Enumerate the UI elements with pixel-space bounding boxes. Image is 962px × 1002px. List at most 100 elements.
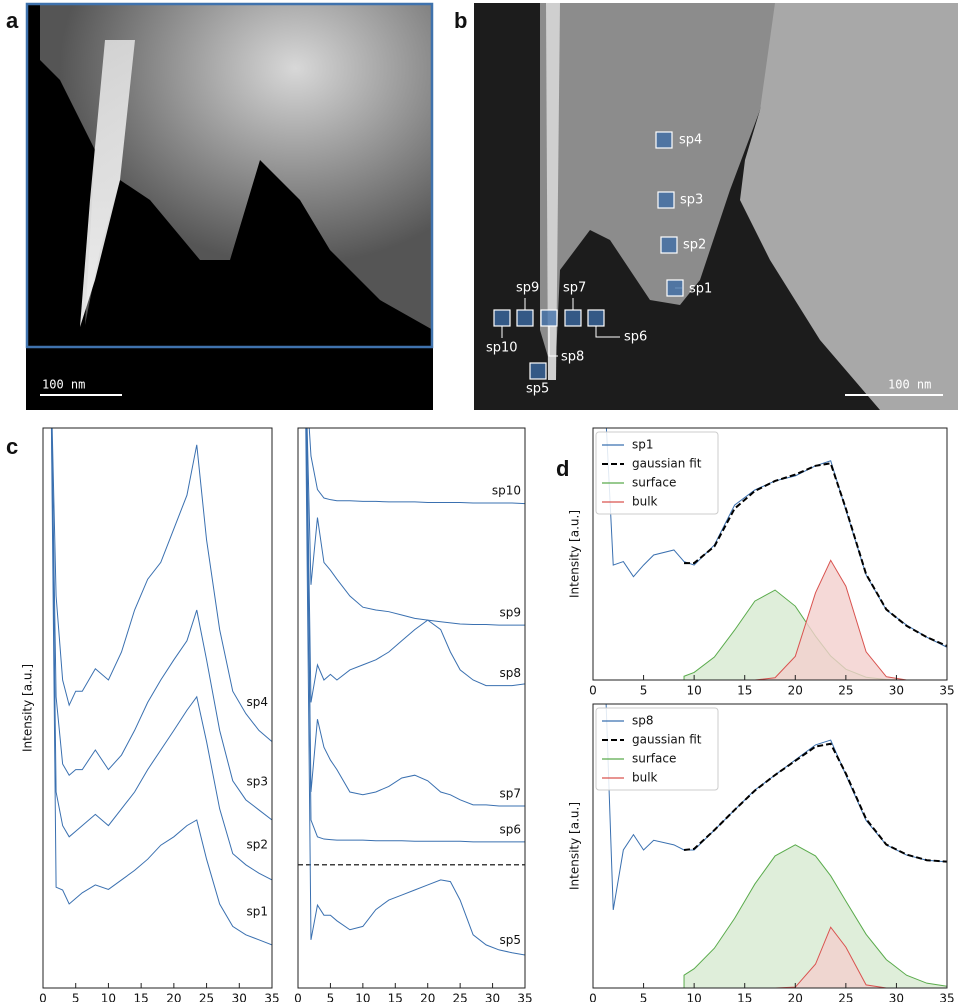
x-tick-label: 15 [388,992,403,1002]
spot-marker [657,191,675,209]
image-b-tip [546,3,560,380]
spot-label: sp7 [563,281,586,296]
plot-frame [592,427,948,681]
x-tick-label: 35 [939,992,954,1002]
legend-label: surface [632,752,676,766]
image-a-particle [40,3,433,330]
spot-label: sp6 [624,330,647,345]
scale-bar-label: 100 nm [888,378,931,392]
series-label: sp6 [499,822,521,836]
image-a-frame [25,2,434,349]
spot-label: sp10 [486,341,518,356]
legend-label: gaussian fit [632,457,702,471]
spot-label: sp8 [561,350,584,365]
panel-label: b [454,8,467,33]
line [51,428,272,821]
panel-label: d [556,456,569,481]
plot-frame [42,427,273,989]
line [306,428,525,703]
image-b-particle [740,3,958,410]
x-tick-label: 30 [232,992,247,1002]
x-tick-label: 20 [420,992,435,1002]
x-tick-label: 20 [166,992,181,1002]
x-tick-label: 0 [589,992,597,1002]
spot-label: sp3 [680,193,703,208]
x-tick-label: 5 [327,992,335,1002]
series-label: sp2 [246,838,268,852]
spot-marker [655,131,673,149]
area [683,844,947,988]
x-tick-label: 0 [294,992,302,1002]
series-label: sp8 [499,666,521,680]
series-label: sp10 [492,484,521,498]
x-tick-label: 20 [788,684,803,698]
legend-label: surface [632,476,676,490]
spot-label: sp2 [683,238,706,253]
line [305,428,525,843]
spot-label: sp4 [679,133,702,148]
legend-label: sp1 [632,438,654,452]
legend-label: sp8 [632,714,654,728]
x-tick-label: 35 [517,992,532,1002]
line [683,742,947,863]
x-tick-label: 30 [889,992,904,1002]
x-tick-label: 5 [640,992,648,1002]
spot-marker [587,309,605,327]
line [51,428,272,881]
line [305,428,525,807]
line [305,428,525,956]
panel-label: c [6,434,18,459]
line [684,462,947,647]
image-a-tip [80,40,135,327]
spot-label: sp5 [526,382,549,397]
legend-label: gaussian fit [632,733,702,747]
legend-box [595,431,719,515]
x-tick-label: 35 [939,684,954,698]
x-tick-label: 25 [199,992,214,1002]
spot-marker [516,309,534,327]
plot-area [605,704,947,988]
area [684,559,947,680]
line [306,428,525,626]
x-tick-label: 25 [453,992,468,1002]
y-axis-label: Intensity [a.u.] [568,510,582,598]
line [308,428,525,505]
spot-marker [540,309,558,327]
plot-area [298,428,525,956]
leader [595,326,620,338]
x-tick-label: 10 [355,992,370,1002]
spot-marker [564,309,582,327]
series-label: sp7 [499,787,521,801]
spot-label: sp1 [689,282,712,297]
x-tick-label: 15 [134,992,149,1002]
line [50,428,272,946]
x-tick-label: 25 [838,684,853,698]
area [684,926,947,988]
panel-label: a [6,8,19,33]
x-tick-label: 30 [485,992,500,1002]
x-tick-label: 0 [589,684,597,698]
x-tick-label: 0 [39,992,47,1002]
x-tick-label: 10 [687,684,702,698]
x-tick-label: 30 [889,684,904,698]
legend-label: bulk [632,771,658,785]
spot-marker [529,362,547,380]
spot-marker [666,279,684,297]
legend-label: bulk [632,495,658,509]
plot-frame [297,427,526,989]
x-tick-label: 5 [640,684,648,698]
series-label: sp9 [499,606,521,620]
y-axis-label: Intensity [a.u.] [568,802,582,890]
plot-frame [592,703,948,989]
x-tick-label: 15 [737,684,752,698]
y-axis-label: Intensity [a.u.] [21,664,35,752]
plot-area [50,428,272,946]
leader [548,326,558,357]
series-label: sp5 [499,933,521,947]
x-tick-label: 15 [737,992,752,1002]
x-tick-label: 5 [72,992,80,1002]
spot-marker [493,309,511,327]
series-label: sp4 [246,695,268,709]
